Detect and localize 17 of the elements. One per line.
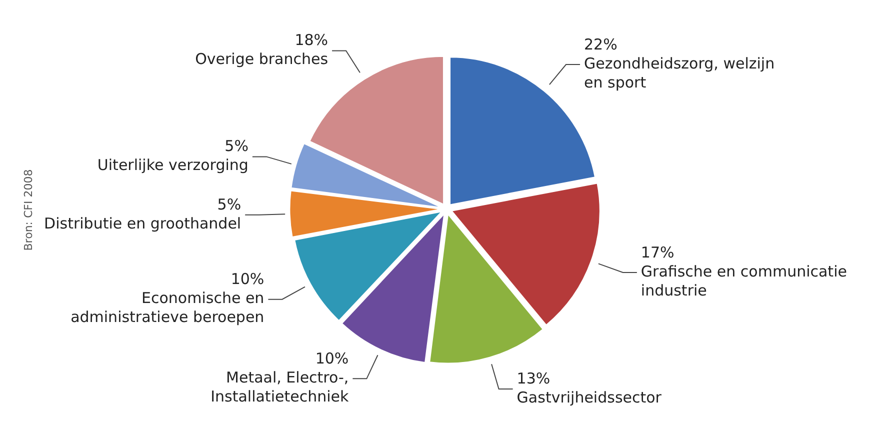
- data-label: 10%: [315, 350, 349, 368]
- slice-label: Metaal, Electro-, Installatietechniek: [210, 368, 349, 406]
- slice-label: Overige branches: [195, 50, 328, 68]
- data-label: 13%: [516, 369, 550, 388]
- slice-label: Uiterlijke verzorging: [97, 156, 248, 174]
- slice-label: Distributie en groothandel: [44, 214, 242, 232]
- text: Bron: CFI 2008: [22, 169, 35, 251]
- data-label: 22%: [584, 35, 618, 54]
- data-label: 5%: [224, 137, 248, 156]
- data-label: 5%: [217, 195, 242, 214]
- data-label: 10%: [230, 270, 264, 288]
- slice-label: Gastvrijheidssector: [516, 388, 662, 406]
- data-label: 18%: [294, 31, 328, 50]
- slice-label: Economische en administratieve beroepen: [70, 289, 264, 326]
- slice-label: Gezondheidszorg, welzijn en sport: [584, 54, 775, 92]
- data-label: 17%: [640, 243, 674, 262]
- slice-label: Grafische en communicatie industrie: [640, 262, 847, 300]
